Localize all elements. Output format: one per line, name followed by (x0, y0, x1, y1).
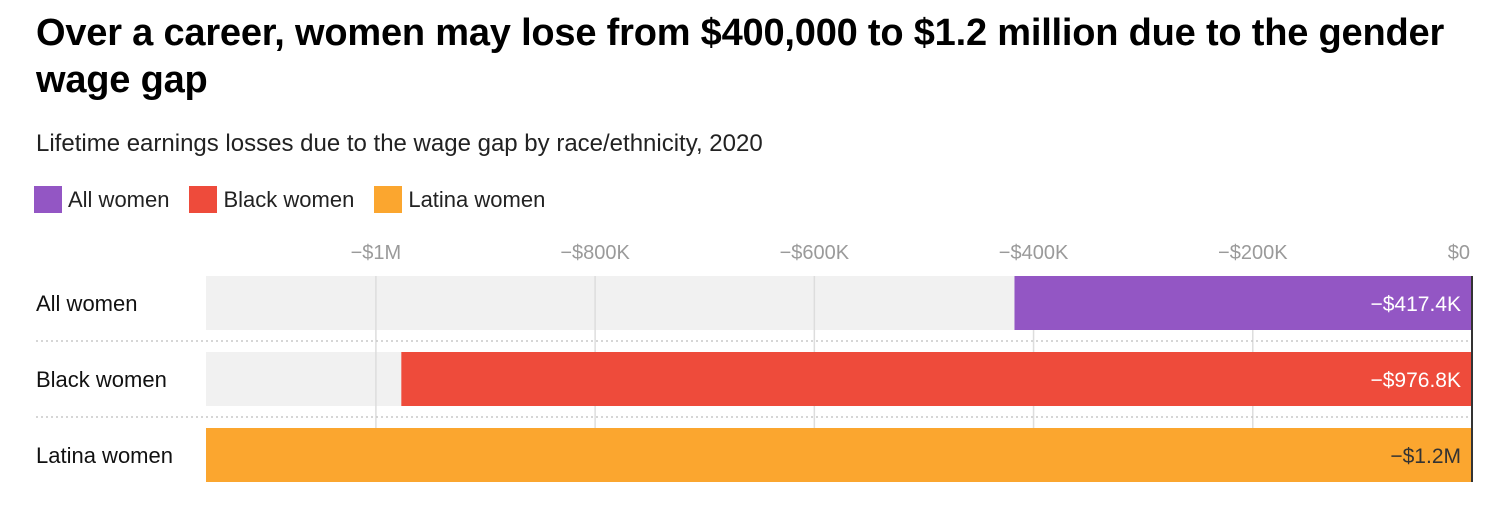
legend: All women Black women Latina women (34, 186, 565, 213)
legend-item-all-women: All women (34, 186, 169, 213)
legend-swatch-black-women (189, 186, 218, 213)
legend-label-black-women: Black women (223, 186, 355, 212)
x-tick-label: −$400K (999, 242, 1069, 264)
bar (401, 352, 1473, 406)
bar (206, 428, 1472, 482)
legend-swatch-latina-women (374, 186, 403, 213)
legend-item-black-women: Black women (189, 186, 354, 213)
chart-subtitle: Lifetime earnings losses due to the wage… (36, 130, 763, 157)
x-tick-label: −$200K (1218, 242, 1288, 264)
category-label: Latina women (36, 443, 173, 468)
bar (1014, 276, 1472, 330)
legend-label-latina-women: Latina women (408, 186, 546, 212)
category-label: Black women (36, 367, 167, 392)
legend-swatch-all-women (34, 186, 62, 213)
legend-label-all-women: All women (68, 186, 170, 212)
category-label: All women (36, 291, 137, 316)
data-label: −$1.2M (1390, 445, 1461, 468)
data-label: −$417.4K (1370, 293, 1461, 316)
x-tick-label: −$800K (560, 242, 630, 264)
legend-item-latina-women: Latina women (374, 186, 545, 213)
x-tick-label: −$600K (780, 242, 850, 264)
x-tick-label: −$1M (351, 242, 402, 264)
data-label: −$976.8K (1370, 369, 1461, 392)
x-tick-label: $0 (1448, 242, 1470, 264)
chart-title: Over a career, women may lose from $400,… (36, 12, 1445, 101)
